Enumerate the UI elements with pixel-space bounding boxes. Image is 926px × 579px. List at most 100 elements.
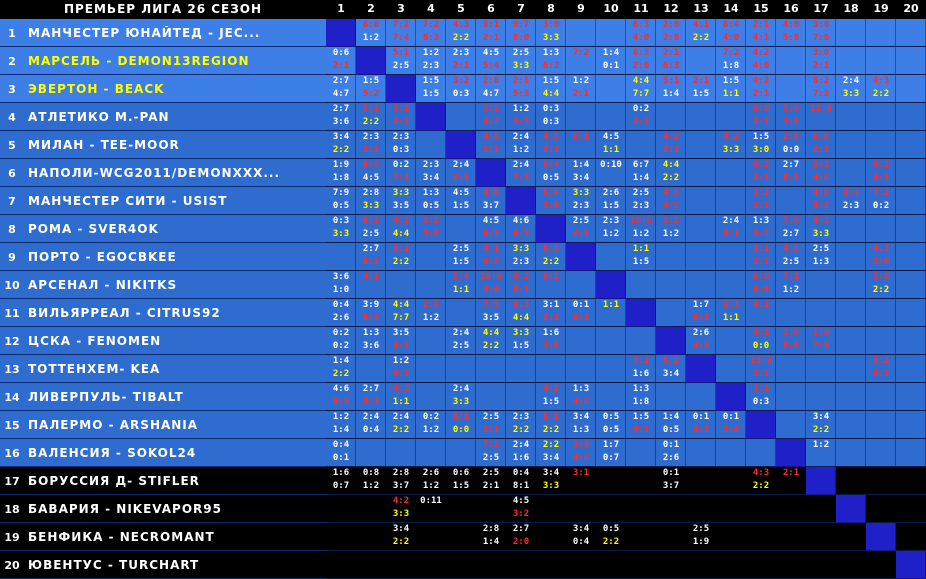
away-score: 8:1 <box>362 257 380 267</box>
score-cell: 3:6 1:0 <box>326 271 356 299</box>
score-cell <box>416 131 446 159</box>
home-score: 1:4 <box>332 356 350 366</box>
score-cell <box>806 355 836 383</box>
home-score: 1:2 <box>512 104 530 114</box>
away-score: 4:2 <box>572 453 590 463</box>
score-cell <box>656 103 686 131</box>
score-cell: 2:1 4:1 <box>746 19 776 47</box>
score-cell: 1:1 <box>596 299 626 327</box>
score-cell <box>416 383 446 411</box>
home-score: 1:3 <box>572 384 590 394</box>
away-score: 1:5 <box>422 89 440 99</box>
home-score: 2:7 <box>512 524 530 534</box>
home-score: 5:1 <box>392 104 410 114</box>
score-cell: 4:1 <box>746 299 776 327</box>
diagonal-cell <box>896 551 926 579</box>
score-cell: 2:0 1:2 <box>416 299 446 327</box>
away-score: 3:5 <box>392 201 410 211</box>
home-score: 8:2 <box>872 160 890 170</box>
home-score: 6:2 <box>542 272 560 282</box>
home-score: 6:2 <box>812 160 830 170</box>
column-header-18: 18 <box>836 0 866 18</box>
away-score: 0:5 <box>662 425 680 435</box>
score-cell: 7:9 0:5 <box>326 187 356 215</box>
home-score: 2:8 <box>392 468 410 478</box>
home-score: 4:2 <box>392 496 410 506</box>
score-cell: 3:9 8:3 <box>356 299 386 327</box>
away-score: 0:1 <box>602 61 620 71</box>
score-cell <box>866 327 896 355</box>
home-score: 3:2 <box>662 216 680 226</box>
away-score: 2:2 <box>392 537 410 547</box>
score-cell: 1:5 1:5 <box>416 75 446 103</box>
home-score: 4:6 <box>332 384 350 394</box>
score-cell: 4:5 1:1 <box>596 131 626 159</box>
score-cell: 2:7 2:0 <box>506 523 536 551</box>
score-cell: 10:6 1:2 <box>626 215 656 243</box>
score-cell: 6:3 4:0 <box>626 19 656 47</box>
score-cell <box>806 383 836 411</box>
score-cell: 0:1 3:7 <box>656 467 686 495</box>
score-cell: 2:5 2:3 <box>626 187 656 215</box>
away-score: 3:1 <box>782 117 800 127</box>
score-cell <box>776 383 806 411</box>
score-cell <box>596 355 626 383</box>
away-score: 4:7 <box>332 89 350 99</box>
away-score: 8:3 <box>332 397 350 407</box>
score-cell <box>896 411 926 439</box>
home-score: 4:3 <box>662 188 680 198</box>
score-cell: 4:6 8:3 <box>326 383 356 411</box>
score-cell: 0:6 2:1 <box>326 47 356 75</box>
away-score: 3:3 <box>542 33 560 43</box>
score-cell <box>386 439 416 467</box>
score-cell <box>896 271 926 299</box>
away-score: 1:5 <box>542 397 560 407</box>
away-score: 1:5 <box>452 257 470 267</box>
score-cell <box>896 355 926 383</box>
home-score: 1:5 <box>362 76 380 86</box>
away-score: 1:8 <box>332 173 350 183</box>
score-cell: 3:4 2:2 <box>806 411 836 439</box>
home-score: 2:1 <box>662 48 680 58</box>
away-score: 3:6 <box>362 341 380 351</box>
away-score: 0:3 <box>452 89 470 99</box>
home-score: 1:3 <box>632 384 650 394</box>
home-score: 3:3 <box>392 188 410 198</box>
home-score: 3:3 <box>512 244 530 254</box>
away-score: 2:5 <box>362 229 380 239</box>
away-score: 2:2 <box>512 425 530 435</box>
score-cell: 6:1 <box>566 131 596 159</box>
home-score: 2:7 <box>782 160 800 170</box>
home-score: 2:7 <box>362 384 380 394</box>
table-row <box>0 187 926 215</box>
score-cell: 2:7 4:7 <box>326 75 356 103</box>
score-cell <box>896 215 926 243</box>
score-cell: 6:3 1:1 <box>716 299 746 327</box>
score-cell: 3:3 2:3 <box>566 187 596 215</box>
away-score: 5:3 <box>512 89 530 99</box>
score-cell: 5:1 1:4 <box>656 75 686 103</box>
score-cell <box>536 523 566 551</box>
score-cell: 1:0 7:3 <box>806 327 836 355</box>
score-cell <box>776 523 806 551</box>
score-cell <box>806 299 836 327</box>
score-cell <box>626 327 656 355</box>
home-score: 2:3 <box>602 216 620 226</box>
score-cell: 4:1 4:8 <box>476 243 506 271</box>
away-score: 2:1 <box>452 173 470 183</box>
home-score: 0:1 <box>692 412 710 422</box>
score-cell <box>896 75 926 103</box>
home-score: 1:3 <box>422 188 440 198</box>
score-cell: 3:0 2:1 <box>806 47 836 75</box>
home-score: 2:4 <box>452 328 470 338</box>
away-score: 7:4 <box>392 173 410 183</box>
score-cell: 1:2 2:3 <box>416 47 446 75</box>
away-score: 2:1 <box>392 117 410 127</box>
score-cell: 1:5 1:1 <box>716 75 746 103</box>
away-score: 8:3 <box>362 313 380 323</box>
score-cell <box>476 551 506 579</box>
away-score: 1:2 <box>602 229 620 239</box>
score-cell: 2:7 8:1 <box>356 383 386 411</box>
team-name: МАНЧЕСТЕР СИТИ - USIST <box>28 194 228 208</box>
